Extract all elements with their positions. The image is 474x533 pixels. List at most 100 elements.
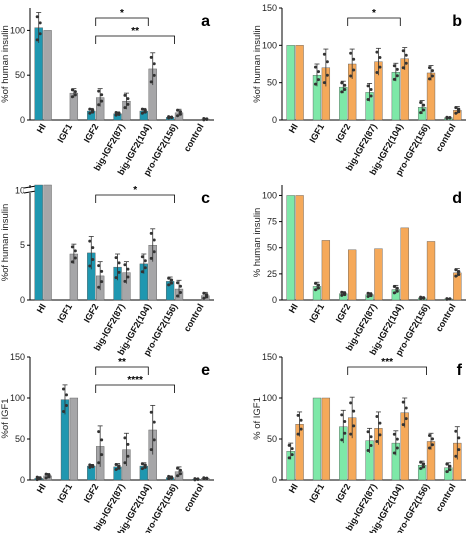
data-point: [392, 64, 396, 68]
y-tick-label: 50: [267, 434, 277, 444]
data-point: [205, 477, 209, 481]
significance-label: **: [118, 357, 126, 368]
data-point: [97, 285, 101, 289]
bar: [286, 195, 295, 301]
data-point: [123, 436, 127, 440]
category-label: IGF2: [334, 482, 353, 504]
data-point: [70, 88, 74, 92]
data-point: [454, 429, 458, 433]
data-point: [316, 70, 320, 74]
category-label: IGF2: [334, 122, 353, 144]
data-point: [91, 246, 95, 250]
data-point: [316, 78, 320, 82]
data-point: [167, 477, 171, 481]
data-point: [395, 67, 399, 71]
y-tick-label: 150: [262, 3, 277, 13]
data-point: [343, 293, 347, 297]
data-point: [167, 474, 171, 478]
data-point: [152, 62, 156, 66]
y-tick-label: 100: [262, 190, 277, 200]
data-point: [202, 296, 206, 300]
data-point: [340, 413, 344, 417]
data-point: [395, 437, 399, 441]
data-point: [445, 115, 449, 119]
axis-break-mark: [23, 185, 37, 189]
data-point: [123, 93, 127, 97]
data-point: [340, 290, 344, 294]
data-point: [179, 110, 183, 114]
data-point: [287, 443, 291, 447]
y-axis-label: %of human insulin: [0, 204, 11, 282]
data-point: [343, 88, 347, 92]
category-label: IGF2: [334, 302, 353, 324]
data-point: [117, 464, 121, 468]
y-tick-label: 150: [262, 352, 277, 362]
data-point: [97, 103, 101, 107]
data-point: [143, 259, 147, 263]
data-point: [179, 291, 183, 295]
data-point: [100, 280, 104, 284]
data-point: [343, 419, 347, 423]
data-point: [149, 410, 153, 414]
data-point: [152, 238, 156, 242]
data-point: [73, 93, 77, 97]
data-point: [343, 83, 347, 87]
y-tick-label: 50: [267, 243, 277, 253]
data-point: [404, 61, 408, 65]
y-tick-label: 100: [262, 393, 277, 403]
data-point: [73, 256, 77, 260]
data-point: [44, 476, 48, 480]
data-point: [366, 430, 370, 434]
data-point: [343, 431, 347, 435]
data-point: [202, 116, 206, 120]
data-point: [392, 432, 396, 436]
bar: [295, 45, 304, 121]
data-point: [143, 465, 147, 469]
data-point: [392, 285, 396, 289]
data-point: [167, 276, 171, 280]
data-point: [126, 442, 130, 446]
data-point: [117, 270, 121, 274]
data-point: [38, 32, 42, 36]
category-label: HI: [35, 302, 48, 315]
data-point: [149, 55, 153, 59]
data-point: [70, 245, 74, 249]
data-point: [149, 80, 153, 84]
significance-label: ***: [381, 357, 393, 368]
data-point: [395, 286, 399, 290]
significance-bracket: [95, 366, 149, 375]
data-point: [123, 263, 127, 267]
data-point: [100, 93, 104, 97]
data-point: [352, 409, 356, 413]
y-tick-label: 50: [15, 70, 25, 80]
significance-bracket: [95, 194, 175, 203]
category-label: IGF1: [55, 482, 74, 504]
data-point: [325, 60, 329, 64]
y-tick-label: 0: [272, 475, 277, 485]
y-axis-label: % human insulin: [252, 208, 263, 278]
data-point: [176, 294, 180, 298]
data-point: [88, 264, 92, 268]
data-point: [316, 286, 320, 290]
data-point: [140, 107, 144, 111]
significance-label: *: [133, 185, 137, 196]
data-point: [152, 438, 156, 442]
data-point: [445, 462, 449, 466]
data-point: [340, 438, 344, 442]
data-point: [378, 433, 382, 437]
data-point: [176, 474, 180, 478]
data-point: [401, 66, 405, 70]
data-point: [392, 451, 396, 455]
significance-bracket: [95, 384, 175, 393]
data-point: [369, 435, 373, 439]
data-point: [366, 98, 370, 102]
category-label: IGF1: [307, 482, 326, 504]
data-point: [140, 111, 144, 115]
data-point: [149, 231, 153, 235]
data-point: [369, 294, 373, 298]
data-point: [88, 465, 92, 469]
data-point: [176, 466, 180, 470]
data-point: [448, 297, 452, 301]
